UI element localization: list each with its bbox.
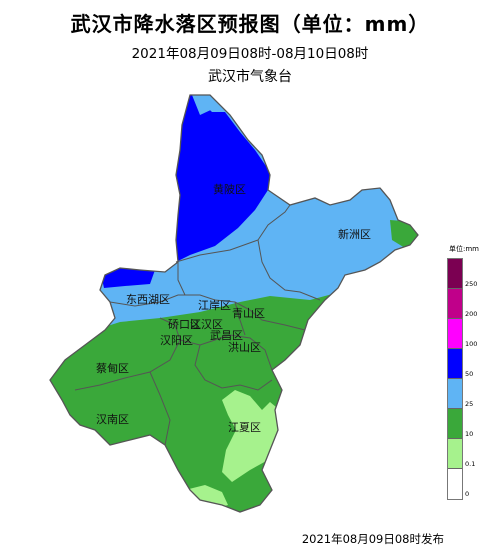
label-qingshan: 青山区 bbox=[232, 307, 265, 320]
label-qiaokou: 硚口区 bbox=[168, 318, 201, 331]
label-hanyang: 汉阳区 bbox=[160, 334, 193, 347]
legend bbox=[447, 258, 463, 500]
legend-label-10: 10 bbox=[465, 430, 474, 438]
rain-zone-25-50-north bbox=[192, 95, 215, 115]
legend-title: 单位:mm bbox=[449, 245, 479, 253]
legend-swatch-0 bbox=[448, 469, 462, 499]
label-hannan: 汉南区 bbox=[96, 413, 129, 426]
label-caidian: 蔡甸区 bbox=[96, 362, 129, 375]
label-jianghan: 江汉区 bbox=[190, 318, 223, 331]
legend-swatch-200 bbox=[448, 289, 462, 319]
legend-label-100: 100 bbox=[465, 340, 478, 348]
label-huangpi: 黄陂区 bbox=[213, 182, 246, 196]
label-hongshan: 洪山区 bbox=[228, 340, 261, 354]
legend-label-0.1: 0.1 bbox=[465, 460, 476, 468]
legend-swatch-100 bbox=[448, 319, 462, 349]
legend-swatch-50 bbox=[448, 349, 462, 379]
legend-label-25: 25 bbox=[465, 400, 474, 408]
legend-label-50: 50 bbox=[465, 370, 474, 378]
map-title: 武汉市降水落区预报图（单位：mm） bbox=[70, 12, 430, 36]
label-jiangxia: 江夏区 bbox=[228, 421, 261, 434]
legend-label-250: 250 bbox=[465, 280, 478, 288]
issue-time: 2021年08月09日08时发布 bbox=[301, 532, 444, 546]
label-wuchang: 武昌区 bbox=[210, 329, 243, 342]
issuing-agency: 武汉市气象台 bbox=[208, 69, 292, 85]
legend-swatch-250 bbox=[448, 259, 462, 289]
legend-label-0: 0 bbox=[465, 490, 470, 498]
legend-swatch-10 bbox=[448, 409, 462, 439]
city-boundary bbox=[49, 94, 419, 513]
district-boundaries bbox=[74, 204, 321, 446]
legend-swatch-0.1 bbox=[448, 439, 462, 469]
label-xinzhou: 新洲区 bbox=[338, 227, 371, 241]
label-jiangan: 江岸区 bbox=[198, 299, 231, 312]
legend-label-200: 200 bbox=[465, 310, 478, 318]
legend-swatch-25 bbox=[448, 379, 462, 409]
forecast-period: 2021年08月09日08时-08月10日08时 bbox=[131, 46, 369, 62]
label-dongxihu: 东西湖区 bbox=[126, 293, 170, 306]
